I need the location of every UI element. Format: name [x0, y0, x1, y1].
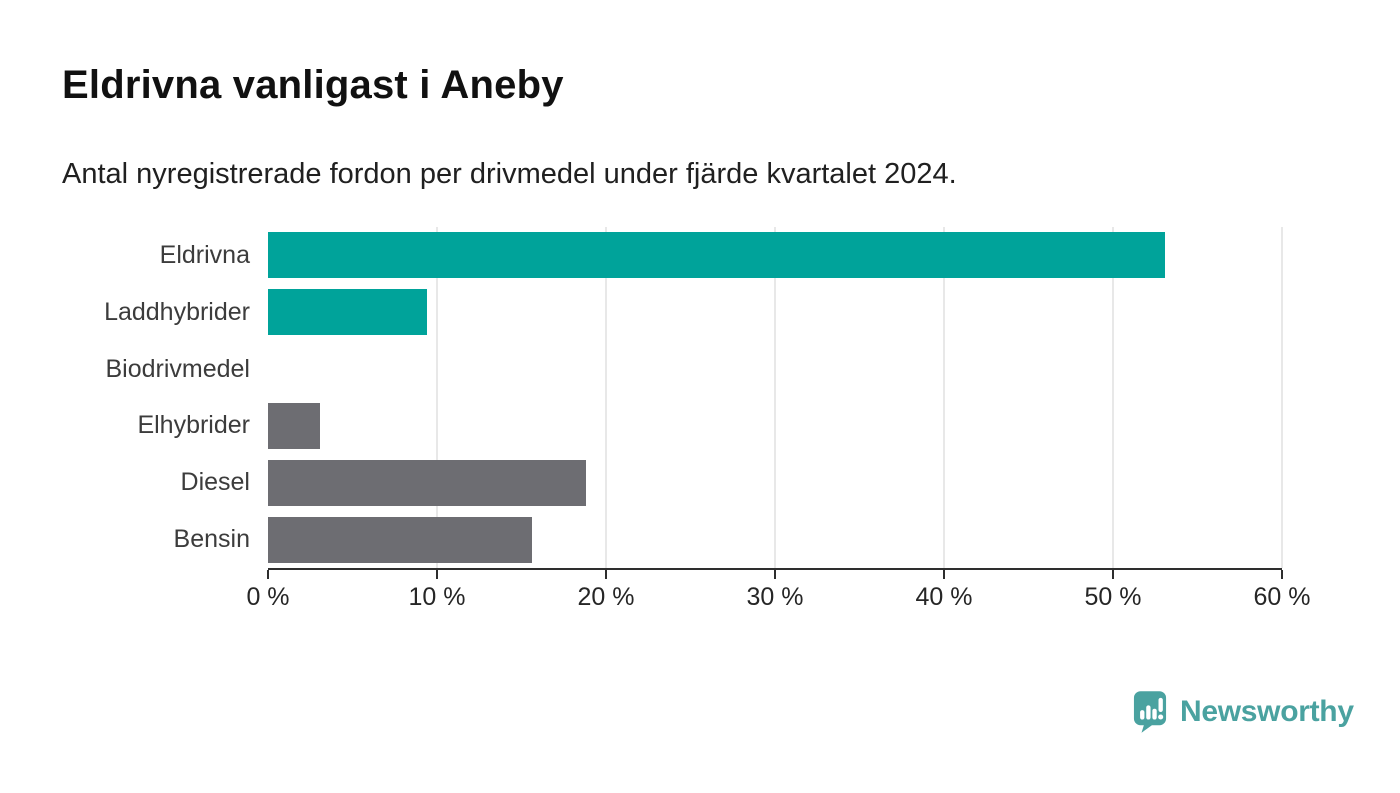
axis-tick-label: 60 % — [1253, 583, 1311, 611]
newsworthy-logo: Newsworthy — [1133, 689, 1354, 735]
axis-tick-label: 0 % — [246, 583, 290, 611]
axis-tick — [605, 570, 607, 579]
bar-diesel — [268, 459, 586, 506]
gridline — [1112, 227, 1114, 568]
category-label-eldrivna: Eldrivna — [159, 240, 250, 269]
x-axis-line — [268, 568, 1282, 570]
gridline — [943, 227, 945, 568]
chart-subtitle: Antal nyregistrerade fordon per drivmede… — [62, 158, 957, 190]
category-labels: Eldrivna Laddhybrider Biodrivmedel Elhybrid… — [0, 227, 250, 568]
axis-tick-label: 10 % — [408, 583, 466, 611]
category-label-diesel: Diesel — [180, 468, 250, 497]
newsworthy-wordmark: Newsworthy — [1180, 695, 1354, 728]
category-label-biodrivmedel: Biodrivmedel — [105, 354, 250, 383]
plot-area — [268, 227, 1283, 568]
bar-bensin — [268, 516, 532, 563]
axis-tick-label: 30 % — [746, 583, 804, 611]
newsworthy-logo-icon — [1133, 691, 1167, 733]
category-label-bensin: Bensin — [173, 525, 250, 554]
axis-tick-label: 40 % — [915, 583, 973, 611]
axis-tick — [774, 570, 776, 579]
gridline — [436, 227, 438, 568]
axis-tick — [1112, 570, 1114, 579]
axis-tick — [436, 570, 438, 579]
gridline — [774, 227, 776, 568]
gridline — [1281, 227, 1283, 568]
category-label-elhybrider: Elhybrider — [137, 411, 250, 440]
bar-elhybrider — [268, 402, 321, 449]
gridline — [605, 227, 607, 568]
chart-title: Eldrivna vanligast i Aneby — [62, 63, 564, 107]
axis-tick-label: 50 % — [1084, 583, 1142, 611]
axis-tick — [1281, 570, 1283, 579]
bar-laddhybrider — [268, 289, 427, 336]
category-label-laddhybrider: Laddhybrider — [104, 297, 250, 326]
axis-tick — [943, 570, 945, 579]
axis-tick-label: 20 % — [577, 583, 635, 611]
bar-eldrivna — [268, 232, 1166, 279]
axis-tick — [267, 570, 269, 579]
